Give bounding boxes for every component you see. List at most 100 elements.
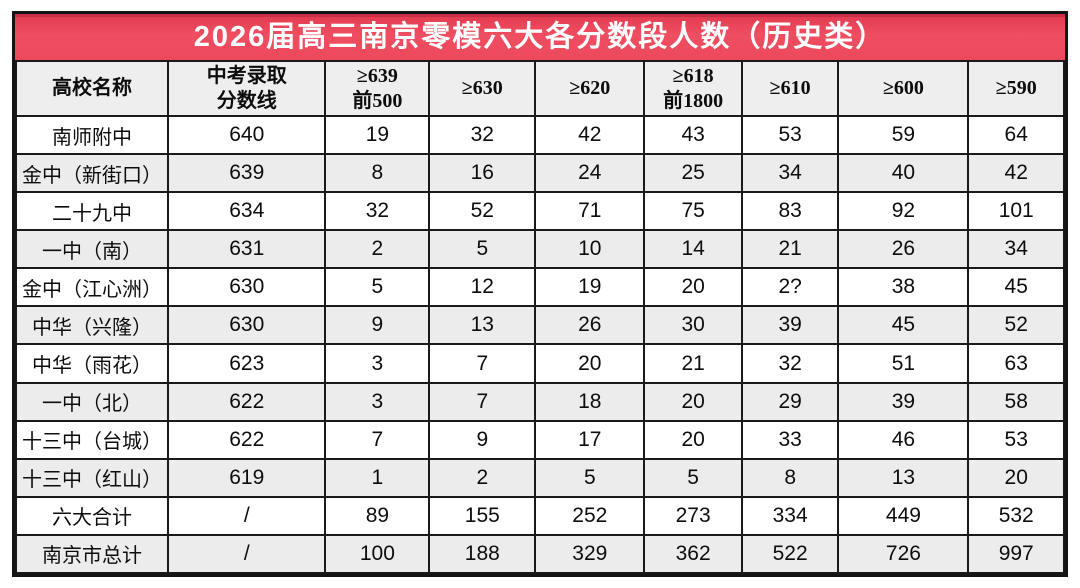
cutoff-cell: 623	[167, 343, 327, 384]
value-cell: 13	[837, 457, 970, 498]
value-cell: 42	[534, 114, 646, 156]
cutoff-cell: 630	[167, 305, 327, 346]
value-cell: 17	[534, 419, 646, 460]
header-school-name: 高校名称	[14, 60, 170, 117]
value-cell: 9	[428, 419, 537, 460]
value-cell: 2	[428, 457, 537, 498]
table-row: 十三中（台城） 622 7 9 17 20 33 46 53	[14, 419, 1065, 460]
cutoff-cell: /	[167, 533, 327, 575]
value-cell: 92	[837, 191, 970, 232]
value-cell: 45	[837, 305, 970, 346]
value-cell: 20	[643, 267, 743, 308]
value-cell: 21	[643, 343, 743, 384]
table-row: 中华（雨花） 623 3 7 20 21 32 51 63	[14, 343, 1065, 384]
value-cell: 362	[643, 533, 743, 575]
score-table-frame: 2026届高三南京零模六大各分数段人数（历史类） 高校名称 中考录取 分数线 ≥…	[12, 11, 1068, 577]
value-cell: 7	[324, 419, 431, 460]
value-cell: 10	[534, 229, 646, 270]
value-cell: 33	[740, 419, 840, 460]
value-cell: 52	[428, 191, 537, 232]
value-cell: 83	[740, 191, 840, 232]
table-body: 南师附中 640 19 32 42 43 53 59 64 金中（新街口） 639 8 16 2…	[14, 114, 1065, 575]
value-cell: 20	[967, 457, 1065, 498]
value-cell: 20	[643, 381, 743, 422]
school-name-cell: 一中（南）	[14, 229, 170, 270]
table-row: 二十九中 634 32 52 71 75 83 92 101	[14, 191, 1065, 232]
header-ge610: ≥610	[740, 60, 840, 117]
value-cell: 16	[428, 153, 537, 194]
value-cell: 24	[534, 153, 646, 194]
value-cell: 39	[740, 305, 840, 346]
value-cell: 5	[324, 267, 431, 308]
school-name-cell: 金中（江心洲）	[14, 267, 170, 308]
table-row: 十三中（红山） 619 1 2 5 5 8 13 20	[14, 457, 1065, 498]
cutoff-cell: 634	[167, 191, 327, 232]
value-cell: 188	[428, 533, 537, 575]
value-cell: 18	[534, 381, 646, 422]
header-ge630: ≥630	[428, 60, 537, 117]
value-cell: 26	[534, 305, 646, 346]
value-cell: 14	[643, 229, 743, 270]
value-cell: 7	[428, 381, 537, 422]
value-cell: 2	[324, 229, 431, 270]
cutoff-cell: 622	[167, 419, 327, 460]
value-cell: 8	[324, 153, 431, 194]
value-cell: 45	[967, 267, 1065, 308]
header-cutoff-line: 中考录取 分数线	[167, 60, 327, 117]
value-cell: 273	[643, 495, 743, 536]
value-cell: 64	[967, 114, 1065, 156]
table-row: 六大合计 / 89 155 252 273 334 449 532	[14, 495, 1065, 536]
value-cell: 532	[967, 495, 1065, 536]
value-cell: 32	[740, 343, 840, 384]
value-cell: 39	[837, 381, 970, 422]
cutoff-cell: 639	[167, 153, 327, 194]
header-ge618-top1800: ≥618 前1800	[643, 60, 743, 117]
value-cell: 997	[967, 533, 1065, 575]
value-cell: 21	[740, 229, 840, 270]
value-cell: 5	[428, 229, 537, 270]
value-cell: 20	[643, 419, 743, 460]
cutoff-cell: 631	[167, 229, 327, 270]
school-name-cell: 六大合计	[14, 495, 170, 536]
value-cell: 63	[967, 343, 1065, 384]
value-cell: 9	[324, 305, 431, 346]
value-cell: 53	[967, 419, 1065, 460]
value-cell: 58	[967, 381, 1065, 422]
school-name-cell: 南京市总计	[14, 533, 170, 575]
value-cell: 89	[324, 495, 431, 536]
school-name-cell: 一中（北）	[14, 381, 170, 422]
table-row: 南师附中 640 19 32 42 43 53 59 64	[14, 114, 1065, 156]
school-name-cell: 十三中（台城）	[14, 419, 170, 460]
value-cell: 8	[740, 457, 840, 498]
cutoff-cell: 622	[167, 381, 327, 422]
school-name-cell: 十三中（红山）	[14, 457, 170, 498]
value-cell: 71	[534, 191, 646, 232]
value-cell: 7	[428, 343, 537, 384]
value-cell: 52	[967, 305, 1065, 346]
table-title: 2026届高三南京零模六大各分数段人数（历史类）	[15, 14, 1065, 60]
value-cell: 252	[534, 495, 646, 536]
school-name-cell: 中华（兴隆）	[14, 305, 170, 346]
cutoff-cell: 630	[167, 267, 327, 308]
header-ge600: ≥600	[837, 60, 970, 117]
value-cell: 25	[643, 153, 743, 194]
header-ge639-top500: ≥639 前500	[324, 60, 431, 117]
table-row: 金中（江心洲） 630 5 12 19 20 2? 38 45	[14, 267, 1065, 308]
table-row: 一中（南） 631 2 5 10 14 21 26 34	[14, 229, 1065, 270]
table-row: 南京市总计 / 100 188 329 362 522 726 997	[14, 533, 1065, 575]
table-row: 金中（新街口） 639 8 16 24 25 34 40 42	[14, 153, 1065, 194]
value-cell: 12	[428, 267, 537, 308]
value-cell: 1	[324, 457, 431, 498]
value-cell: 449	[837, 495, 970, 536]
value-cell: 34	[740, 153, 840, 194]
value-cell: 329	[534, 533, 646, 575]
header-ge620: ≥620	[534, 60, 646, 117]
value-cell: 51	[837, 343, 970, 384]
value-cell: 5	[534, 457, 646, 498]
value-cell: 20	[534, 343, 646, 384]
value-cell: 3	[324, 343, 431, 384]
school-name-cell: 金中（新街口）	[14, 153, 170, 194]
table-row: 中华（兴隆） 630 9 13 26 30 39 45 52	[14, 305, 1065, 346]
value-cell: 32	[324, 191, 431, 232]
value-cell: 726	[837, 533, 970, 575]
